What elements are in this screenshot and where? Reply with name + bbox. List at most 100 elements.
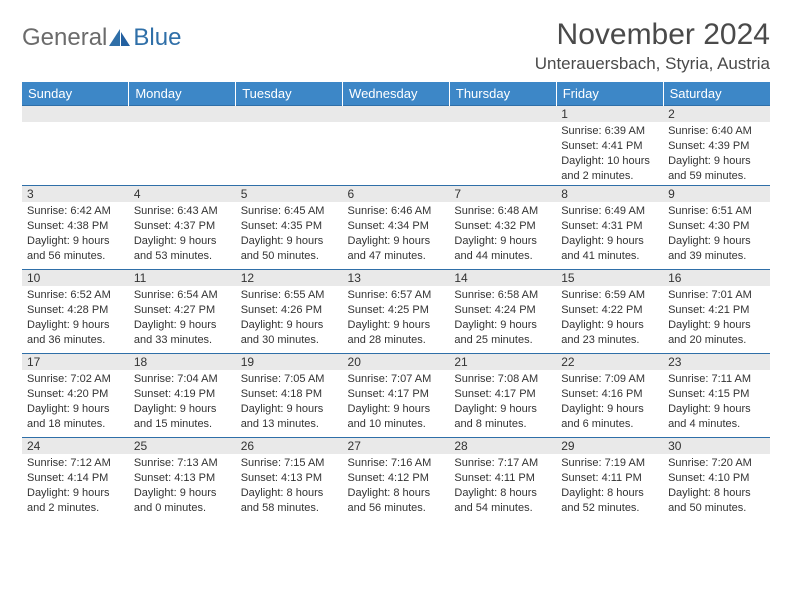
daylight-text: Daylight: 9 hours and 44 minutes. [454,234,551,264]
daylight-text: Daylight: 9 hours and 56 minutes. [27,234,124,264]
calendar-cell: 23Sunrise: 7:11 AMSunset: 4:15 PMDayligh… [663,354,770,438]
daylight-text: Daylight: 9 hours and 6 minutes. [561,402,658,432]
day-number: 15 [556,270,663,286]
sunset-text: Sunset: 4:31 PM [561,219,658,234]
calendar-cell: 8Sunrise: 6:49 AMSunset: 4:31 PMDaylight… [556,186,663,270]
calendar-week: 1Sunrise: 6:39 AMSunset: 4:41 PMDaylight… [22,106,770,186]
day-details: Sunrise: 7:07 AMSunset: 4:17 PMDaylight:… [343,370,450,433]
daylight-text: Daylight: 9 hours and 53 minutes. [134,234,231,264]
sunrise-text: Sunrise: 6:58 AM [454,288,551,303]
day-details: Sunrise: 6:57 AMSunset: 4:25 PMDaylight:… [343,286,450,349]
day-number: 8 [556,186,663,202]
day-number: 25 [129,438,236,454]
day-details: Sunrise: 6:48 AMSunset: 4:32 PMDaylight:… [449,202,556,265]
day-details: Sunrise: 6:46 AMSunset: 4:34 PMDaylight:… [343,202,450,265]
sunrise-text: Sunrise: 7:08 AM [454,372,551,387]
daylight-text: Daylight: 9 hours and 20 minutes. [668,318,765,348]
day-details: Sunrise: 6:49 AMSunset: 4:31 PMDaylight:… [556,202,663,265]
calendar-cell: 2Sunrise: 6:40 AMSunset: 4:39 PMDaylight… [663,106,770,186]
sunrise-text: Sunrise: 7:16 AM [348,456,445,471]
daylight-text: Daylight: 9 hours and 18 minutes. [27,402,124,432]
sunrise-text: Sunrise: 7:09 AM [561,372,658,387]
daylight-text: Daylight: 9 hours and 2 minutes. [27,486,124,516]
calendar-cell [129,106,236,186]
day-header: Friday [556,82,663,106]
sunrise-text: Sunrise: 6:39 AM [561,124,658,139]
calendar-cell: 16Sunrise: 7:01 AMSunset: 4:21 PMDayligh… [663,270,770,354]
day-details: Sunrise: 7:20 AMSunset: 4:10 PMDaylight:… [663,454,770,517]
calendar-cell: 11Sunrise: 6:54 AMSunset: 4:27 PMDayligh… [129,270,236,354]
sunrise-text: Sunrise: 6:49 AM [561,204,658,219]
calendar-cell: 26Sunrise: 7:15 AMSunset: 4:13 PMDayligh… [236,438,343,522]
sunrise-text: Sunrise: 7:20 AM [668,456,765,471]
sunset-text: Sunset: 4:18 PM [241,387,338,402]
day-details: Sunrise: 6:43 AMSunset: 4:37 PMDaylight:… [129,202,236,265]
day-number: 1 [556,106,663,122]
sunset-text: Sunset: 4:30 PM [668,219,765,234]
day-header: Saturday [663,82,770,106]
sunset-text: Sunset: 4:11 PM [454,471,551,486]
day-number: 24 [22,438,129,454]
day-number: 19 [236,354,343,370]
day-details: Sunrise: 6:59 AMSunset: 4:22 PMDaylight:… [556,286,663,349]
day-header: Tuesday [236,82,343,106]
sunset-text: Sunset: 4:35 PM [241,219,338,234]
calendar-cell [343,106,450,186]
calendar-cell: 25Sunrise: 7:13 AMSunset: 4:13 PMDayligh… [129,438,236,522]
calendar-cell: 18Sunrise: 7:04 AMSunset: 4:19 PMDayligh… [129,354,236,438]
header-row: General Blue November 2024 Unterauersbac… [22,18,770,74]
day-number [236,106,343,122]
sunrise-text: Sunrise: 6:52 AM [27,288,124,303]
sunset-text: Sunset: 4:11 PM [561,471,658,486]
calendar-table: SundayMondayTuesdayWednesdayThursdayFrid… [22,82,770,522]
month-title: November 2024 [535,18,770,52]
day-details: Sunrise: 6:40 AMSunset: 4:39 PMDaylight:… [663,122,770,185]
sunrise-text: Sunrise: 7:05 AM [241,372,338,387]
calendar-cell: 9Sunrise: 6:51 AMSunset: 4:30 PMDaylight… [663,186,770,270]
sunset-text: Sunset: 4:20 PM [27,387,124,402]
calendar-cell: 22Sunrise: 7:09 AMSunset: 4:16 PMDayligh… [556,354,663,438]
day-details [343,122,450,126]
sunset-text: Sunset: 4:26 PM [241,303,338,318]
logo: General Blue [22,24,181,52]
calendar-head: SundayMondayTuesdayWednesdayThursdayFrid… [22,82,770,106]
daylight-text: Daylight: 8 hours and 56 minutes. [348,486,445,516]
day-number: 5 [236,186,343,202]
daylight-text: Daylight: 9 hours and 50 minutes. [241,234,338,264]
day-details: Sunrise: 7:02 AMSunset: 4:20 PMDaylight:… [22,370,129,433]
daylight-text: Daylight: 9 hours and 33 minutes. [134,318,231,348]
calendar-cell: 3Sunrise: 6:42 AMSunset: 4:38 PMDaylight… [22,186,129,270]
daylight-text: Daylight: 8 hours and 52 minutes. [561,486,658,516]
day-number [449,106,556,122]
day-details: Sunrise: 7:11 AMSunset: 4:15 PMDaylight:… [663,370,770,433]
day-number: 29 [556,438,663,454]
day-number [22,106,129,122]
day-header: Thursday [449,82,556,106]
sunrise-text: Sunrise: 6:48 AM [454,204,551,219]
daylight-text: Daylight: 9 hours and 36 minutes. [27,318,124,348]
day-number: 20 [343,354,450,370]
calendar-cell [449,106,556,186]
day-number [343,106,450,122]
daylight-text: Daylight: 9 hours and 41 minutes. [561,234,658,264]
daylight-text: Daylight: 9 hours and 0 minutes. [134,486,231,516]
day-number [129,106,236,122]
sunset-text: Sunset: 4:39 PM [668,139,765,154]
location-subtitle: Unterauersbach, Styria, Austria [535,54,770,74]
sunrise-text: Sunrise: 7:04 AM [134,372,231,387]
day-details: Sunrise: 6:42 AMSunset: 4:38 PMDaylight:… [22,202,129,265]
calendar-week: 3Sunrise: 6:42 AMSunset: 4:38 PMDaylight… [22,186,770,270]
day-number: 9 [663,186,770,202]
sunrise-text: Sunrise: 6:43 AM [134,204,231,219]
sunrise-text: Sunrise: 6:42 AM [27,204,124,219]
daylight-text: Daylight: 9 hours and 23 minutes. [561,318,658,348]
calendar-page: General Blue November 2024 Unterauersbac… [0,0,792,612]
day-number: 4 [129,186,236,202]
day-details: Sunrise: 6:45 AMSunset: 4:35 PMDaylight:… [236,202,343,265]
daylight-text: Daylight: 8 hours and 50 minutes. [668,486,765,516]
sunset-text: Sunset: 4:16 PM [561,387,658,402]
sunrise-text: Sunrise: 7:19 AM [561,456,658,471]
sunrise-text: Sunrise: 7:07 AM [348,372,445,387]
day-number: 13 [343,270,450,286]
day-details: Sunrise: 7:17 AMSunset: 4:11 PMDaylight:… [449,454,556,517]
